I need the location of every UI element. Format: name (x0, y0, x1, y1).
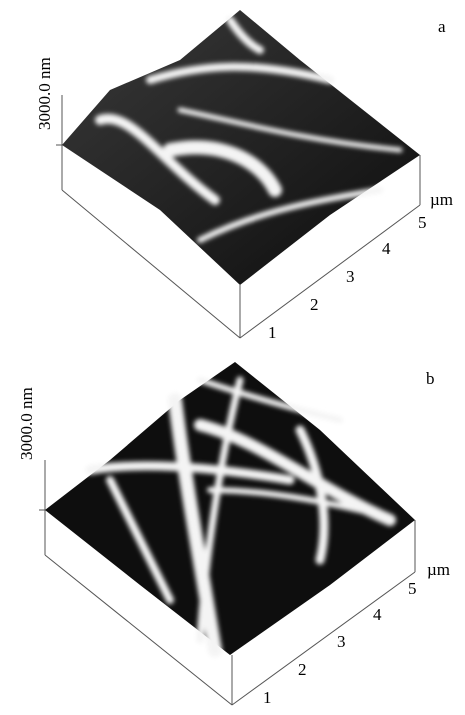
tick-label: 4 (382, 239, 391, 258)
panel-b: b 3000.0 nm 1 2 3 4 5 µm (17, 362, 450, 707)
tick-label: 5 (408, 579, 417, 598)
tick-label: 4 (373, 605, 382, 624)
unit-label: µm (430, 190, 453, 209)
tick-label: 1 (268, 323, 277, 342)
figure: a 3000.0 nm 1 2 3 4 5 µm b 3000.0 nm 1 2 (0, 0, 465, 710)
unit-label: µm (427, 560, 450, 579)
tick-label: 5 (418, 213, 427, 232)
panel-a: a 3000.0 nm 1 2 3 4 5 µm (35, 10, 453, 342)
tick-label: 3 (346, 267, 355, 286)
tick-label: 1 (263, 688, 272, 707)
z-axis-label: 3000.0 nm (17, 387, 36, 460)
tick-label: 3 (337, 632, 346, 651)
z-axis-label: 3000.0 nm (35, 57, 54, 130)
panel-label: b (426, 369, 435, 388)
panel-label: a (438, 17, 446, 36)
tick-label: 2 (298, 660, 307, 679)
tick-label: 2 (310, 295, 319, 314)
